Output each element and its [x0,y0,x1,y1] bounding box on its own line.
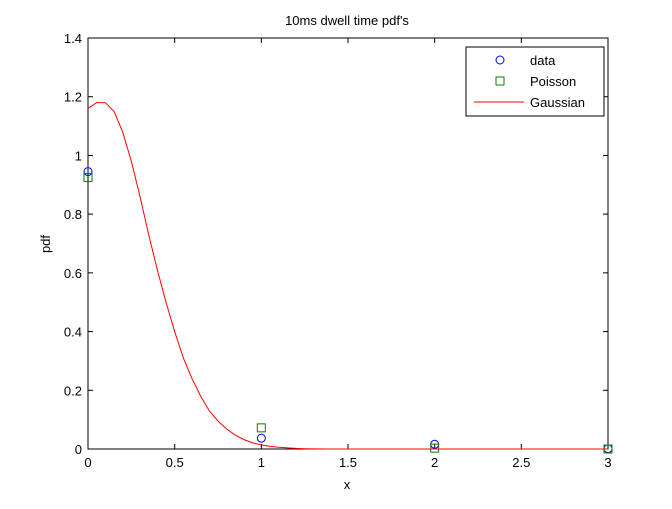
legend-label: Poisson [530,74,576,89]
y-tick-label: 0.6 [64,266,82,281]
x-tick-label: 3 [604,455,611,470]
y-tick-label: 1 [75,148,82,163]
x-tick-label: 0 [84,455,91,470]
series-layer [83,102,613,454]
legend-marker-square [495,76,505,86]
poisson-point [83,172,93,182]
y-tick-label: 0 [75,442,82,457]
legend-box [465,46,605,117]
y-tick-label: 1.4 [64,31,82,46]
legend-label: Gaussian [530,95,585,110]
legend-label: data [530,53,556,68]
y-axis-label: pdf [38,235,53,253]
x-tick-label: 1.5 [339,455,357,470]
x-tick-label: 1 [258,455,265,470]
legend-entry-data: data [495,53,556,68]
gaussian-curve [87,102,608,450]
legend-entry-poisson: Poisson [495,74,576,89]
series-gaussian [87,102,608,450]
poisson-point [256,423,266,433]
data-point [256,433,266,443]
x-tick-label: 2 [431,455,438,470]
data-point [83,167,93,177]
y-tick-label: 1.2 [64,90,82,105]
legend-marker-circle [495,55,505,65]
series-poisson [83,172,613,454]
poisson-point [430,443,440,453]
y-tick-label: 0.2 [64,383,82,398]
legend-entry-gaussian: Gaussian [474,95,585,110]
chart-title: 10ms dwell time pdf's [285,13,409,28]
y-tick-label: 0.8 [64,207,82,222]
x-tick-label: 2.5 [512,455,530,470]
x-tick-label: 0.5 [166,455,184,470]
y-tick-label: 0.4 [64,325,82,340]
axes: 0 0.5 1 1.5 2 2.5 3 0 0.2 0.4 0.6 0.8 1 1.2 1.4 [64,31,612,470]
legend: data Poisson Gaussian [465,46,605,117]
x-axis-label: x [344,477,351,492]
